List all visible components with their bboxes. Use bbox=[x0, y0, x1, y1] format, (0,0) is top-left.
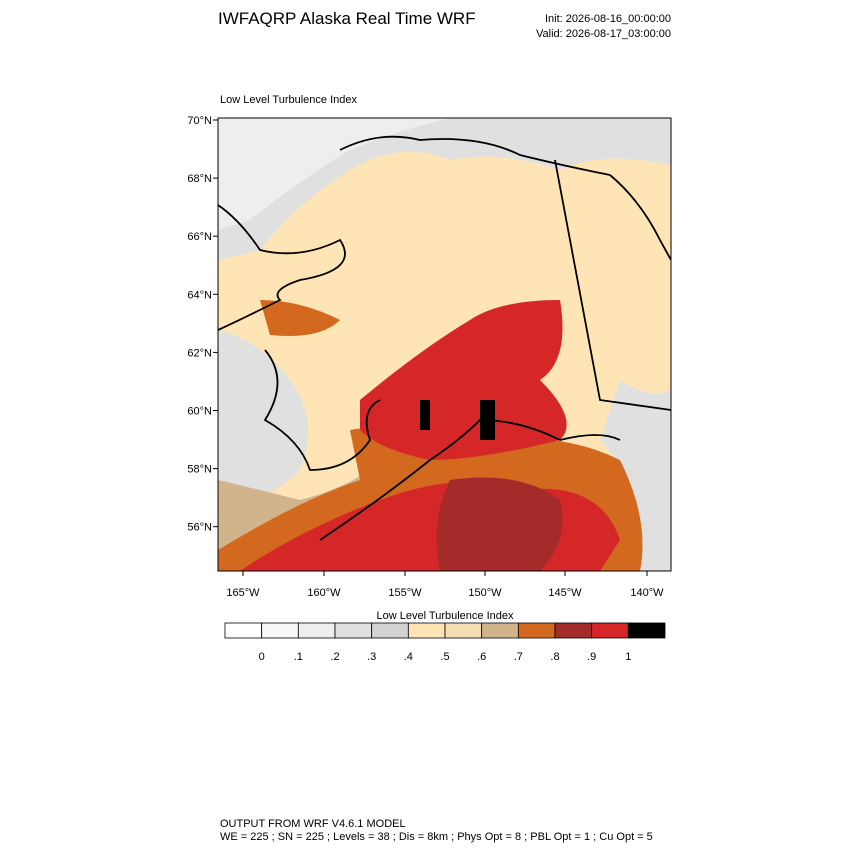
colorbar-box bbox=[371, 622, 409, 639]
colorbar-label: .7 bbox=[514, 651, 523, 663]
lat-label: 58°N bbox=[187, 464, 212, 476]
lat-label: 62°N bbox=[187, 347, 212, 359]
valid-time: Valid: 2026-08-17_03:00:00 bbox=[536, 28, 671, 40]
colorbar-label: .8 bbox=[550, 651, 559, 663]
colorbar-label: .5 bbox=[440, 651, 449, 663]
lon-label: 160°W bbox=[307, 587, 341, 599]
colorbar-box bbox=[444, 622, 483, 639]
colorbar-box bbox=[261, 622, 299, 639]
colorbar-box bbox=[627, 622, 666, 639]
lat-label: 64°N bbox=[187, 289, 212, 301]
map-frame bbox=[217, 117, 672, 572]
lon-label: 150°W bbox=[468, 587, 502, 599]
colorbar-title: Low Level Turbulence Index bbox=[377, 610, 514, 622]
colorbar-label: .1 bbox=[294, 651, 303, 663]
lon-label: 145°W bbox=[548, 587, 582, 599]
footer-line: WE = 225 ; SN = 225 ; Levels = 38 ; Dis … bbox=[220, 831, 653, 843]
lat-label: 66°N bbox=[187, 231, 212, 243]
title: IWFAQRP Alaska Real Time WRF bbox=[218, 9, 476, 28]
lat-label: 56°N bbox=[187, 522, 212, 534]
colorbar-label: .2 bbox=[330, 651, 339, 663]
lat-label: 70°N bbox=[187, 115, 212, 127]
colorbar-box bbox=[517, 622, 556, 639]
lon-label: 140°W bbox=[630, 587, 664, 599]
colorbar-label: .4 bbox=[404, 651, 413, 663]
colorbar-box bbox=[224, 622, 263, 639]
colorbar-label: 1 bbox=[625, 651, 631, 663]
lon-label: 155°W bbox=[388, 587, 422, 599]
lat-label: 68°N bbox=[187, 173, 212, 185]
colorbar-label: 0 bbox=[259, 651, 265, 663]
footer-line: OUTPUT FROM WRF V4.6.1 MODEL bbox=[220, 818, 406, 830]
colorbar-box bbox=[554, 622, 593, 639]
colorbar-label: .9 bbox=[587, 651, 596, 663]
map-subtitle: Low Level Turbulence Index bbox=[220, 94, 357, 106]
map-field bbox=[218, 118, 671, 571]
colorbar-box bbox=[591, 622, 629, 639]
colorbar-label: .3 bbox=[367, 651, 376, 663]
lat-label: 60°N bbox=[187, 406, 212, 418]
colorbar-label: .6 bbox=[477, 651, 486, 663]
colorbar-box bbox=[481, 622, 519, 639]
lon-label: 165°W bbox=[226, 587, 260, 599]
init-time: Init: 2026-08-16_00:00:00 bbox=[545, 13, 671, 25]
colorbar-box bbox=[297, 622, 336, 639]
colorbar-box bbox=[334, 622, 373, 639]
colorbar-box bbox=[407, 622, 446, 639]
